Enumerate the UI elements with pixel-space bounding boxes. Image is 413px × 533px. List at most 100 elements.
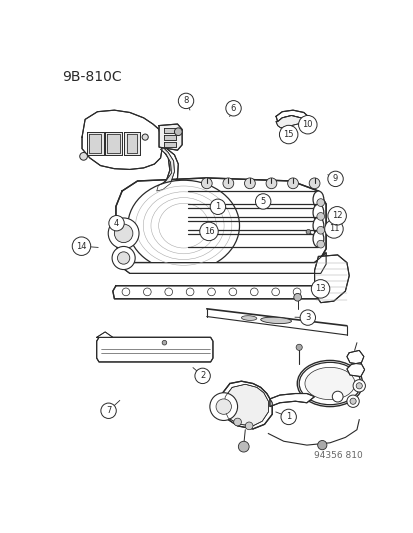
Circle shape: [186, 288, 193, 296]
Circle shape: [295, 344, 301, 350]
Circle shape: [355, 383, 361, 389]
Circle shape: [316, 199, 324, 206]
Ellipse shape: [128, 180, 239, 271]
Polygon shape: [275, 116, 311, 128]
Polygon shape: [117, 253, 325, 273]
Text: 1: 1: [285, 413, 291, 422]
Ellipse shape: [304, 367, 354, 400]
Polygon shape: [116, 178, 325, 263]
Circle shape: [327, 171, 342, 187]
Circle shape: [316, 240, 324, 248]
Text: 8: 8: [183, 96, 188, 106]
Polygon shape: [223, 384, 268, 426]
Circle shape: [178, 93, 193, 109]
Circle shape: [292, 288, 300, 296]
Text: 2: 2: [199, 372, 205, 381]
Circle shape: [195, 368, 210, 384]
Text: 15: 15: [283, 130, 293, 139]
Circle shape: [293, 294, 301, 301]
Text: 5: 5: [260, 197, 265, 206]
Polygon shape: [105, 132, 122, 155]
Circle shape: [238, 441, 249, 452]
Circle shape: [327, 207, 346, 225]
Polygon shape: [97, 332, 113, 337]
Text: 11: 11: [328, 224, 338, 233]
Circle shape: [174, 128, 182, 135]
Circle shape: [207, 288, 215, 296]
Text: 12: 12: [331, 211, 342, 220]
Circle shape: [309, 178, 319, 189]
Circle shape: [266, 178, 276, 189]
Circle shape: [316, 227, 324, 234]
Ellipse shape: [312, 217, 323, 234]
Circle shape: [352, 379, 365, 392]
Text: 1: 1: [215, 203, 220, 211]
Circle shape: [216, 399, 231, 414]
Circle shape: [287, 178, 298, 189]
Circle shape: [108, 218, 139, 249]
Text: 14: 14: [76, 241, 86, 251]
Polygon shape: [113, 286, 329, 299]
Ellipse shape: [312, 230, 323, 247]
Circle shape: [298, 116, 316, 134]
Circle shape: [199, 222, 218, 240]
Polygon shape: [164, 135, 176, 140]
Circle shape: [317, 440, 326, 450]
Polygon shape: [346, 363, 364, 377]
Polygon shape: [164, 128, 176, 133]
Text: 4: 4: [114, 219, 119, 228]
Polygon shape: [124, 132, 140, 155]
Circle shape: [349, 398, 355, 405]
Circle shape: [142, 134, 148, 140]
Circle shape: [109, 215, 124, 231]
Circle shape: [280, 409, 296, 425]
Circle shape: [210, 199, 225, 214]
Text: 94356 810: 94356 810: [313, 451, 361, 460]
Polygon shape: [82, 110, 162, 169]
Circle shape: [201, 178, 211, 189]
Circle shape: [250, 288, 257, 296]
Text: 13: 13: [314, 285, 325, 293]
Circle shape: [225, 101, 241, 116]
Polygon shape: [86, 132, 103, 155]
Text: 3: 3: [304, 313, 310, 322]
Circle shape: [80, 152, 87, 160]
Circle shape: [244, 422, 252, 430]
Circle shape: [233, 418, 241, 426]
Circle shape: [101, 403, 116, 418]
Circle shape: [162, 341, 166, 345]
Circle shape: [72, 237, 90, 255]
Ellipse shape: [241, 316, 256, 320]
Text: 9B-810C: 9B-810C: [62, 70, 121, 84]
Circle shape: [143, 288, 151, 296]
Polygon shape: [97, 337, 212, 362]
Polygon shape: [275, 110, 311, 123]
Ellipse shape: [312, 191, 323, 208]
Polygon shape: [126, 134, 137, 152]
Circle shape: [305, 230, 310, 234]
Polygon shape: [314, 255, 349, 303]
Circle shape: [164, 288, 172, 296]
Circle shape: [228, 288, 236, 296]
Circle shape: [311, 280, 329, 298]
Ellipse shape: [299, 362, 360, 405]
Circle shape: [112, 246, 135, 270]
Text: 6: 6: [230, 104, 236, 113]
Text: 7: 7: [106, 406, 111, 415]
Polygon shape: [89, 134, 101, 152]
Circle shape: [271, 288, 279, 296]
Polygon shape: [107, 134, 119, 152]
Polygon shape: [346, 350, 363, 364]
Polygon shape: [149, 145, 178, 199]
Circle shape: [332, 391, 342, 402]
Circle shape: [324, 220, 342, 238]
Text: 16: 16: [203, 227, 214, 236]
Circle shape: [117, 252, 129, 264]
Text: 10: 10: [302, 120, 312, 129]
Circle shape: [114, 224, 133, 243]
Circle shape: [346, 395, 358, 407]
Ellipse shape: [260, 317, 291, 324]
Ellipse shape: [312, 204, 323, 221]
Polygon shape: [157, 147, 174, 191]
Circle shape: [316, 213, 324, 220]
